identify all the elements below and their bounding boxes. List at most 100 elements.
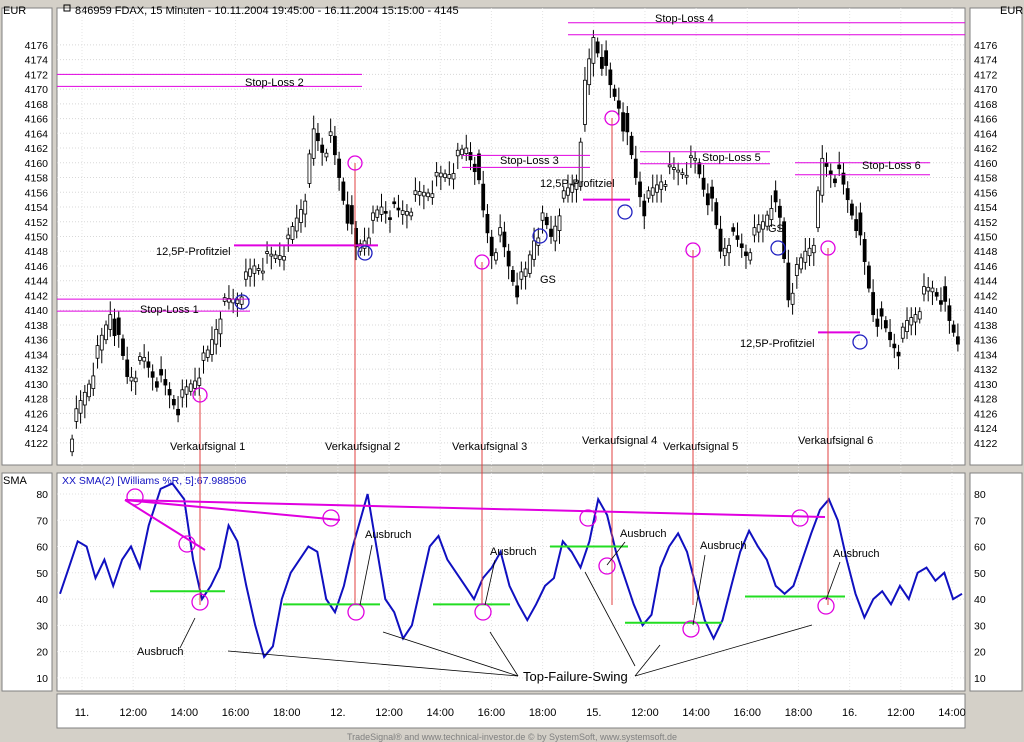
candle-body <box>74 408 79 422</box>
candle-body <box>154 381 159 388</box>
candle-body <box>608 69 613 86</box>
breakout-pointer <box>179 617 196 649</box>
left-price-axis <box>1 7 53 466</box>
candle-body <box>566 187 570 196</box>
candle-body <box>150 371 155 378</box>
price-tick-label-right: 4138 <box>974 320 998 332</box>
candle-body <box>697 162 702 175</box>
indicator-circle <box>817 597 835 615</box>
candle-body <box>337 158 342 178</box>
price-tick-label-right: 4170 <box>974 84 998 96</box>
candle-body <box>184 386 189 395</box>
indicator-tick-label-left: 80 <box>36 489 48 501</box>
candle-body <box>193 380 197 389</box>
time-tick-label: 14:00 <box>938 707 966 719</box>
indicator-tick-label-right: 60 <box>974 542 986 554</box>
target-circle <box>852 334 868 350</box>
candle-body <box>112 318 117 337</box>
indicator-circle <box>579 509 597 527</box>
candle-body <box>303 200 308 215</box>
candle-body <box>943 286 948 302</box>
time-tick-label: 16. <box>842 707 857 719</box>
divergence-trendline <box>124 499 826 518</box>
candle-body <box>489 236 494 257</box>
time-tick-label: 12. <box>330 707 345 719</box>
price-tick-label-left: 4156 <box>25 187 49 199</box>
candle-body <box>646 190 651 199</box>
candle-body <box>434 171 439 177</box>
candle-body <box>197 377 202 386</box>
candle-body <box>180 389 185 398</box>
price-tick-label-right: 4122 <box>974 438 998 450</box>
candle-body <box>871 292 876 316</box>
indicator-series <box>59 482 963 660</box>
candle-body <box>536 237 541 246</box>
price-tick-label-left: 4132 <box>25 364 49 376</box>
time-tick-label: 12:00 <box>119 707 147 719</box>
price-tick-label-right: 4166 <box>974 114 998 126</box>
candle-body <box>286 234 291 240</box>
candle-body <box>104 324 108 341</box>
indicator-tick-label-right: 10 <box>974 673 986 685</box>
candle-body <box>171 398 176 406</box>
candle-body <box>659 181 664 190</box>
candlestick-series <box>70 30 960 457</box>
window-menu-icon[interactable] <box>63 4 71 12</box>
candle-body <box>693 157 698 161</box>
candle-body <box>205 349 210 358</box>
candle-body <box>790 292 795 305</box>
price-tick-label-right: 4124 <box>974 423 998 435</box>
signal-circle <box>347 155 363 171</box>
sell-signal-label: Verkaufsignal 5 <box>663 441 738 453</box>
level-label: Stop-Loss 6 <box>862 160 921 172</box>
candle-body <box>883 320 888 329</box>
candle-body <box>587 58 592 86</box>
candle-body <box>752 227 757 236</box>
candle-body <box>896 351 901 357</box>
candle-body <box>464 147 469 154</box>
candle-body <box>663 184 668 187</box>
candle-body <box>892 343 897 349</box>
price-tick-label-left: 4146 <box>25 261 49 273</box>
candle-body <box>443 173 447 178</box>
level-label: Stop-Loss 3 <box>500 155 559 167</box>
candle-body <box>455 149 460 157</box>
candle-body <box>256 268 261 271</box>
breakout-label: Ausbruch <box>365 529 411 541</box>
candle-body <box>718 228 723 252</box>
price-tick-label-right: 4156 <box>974 187 998 199</box>
signal-circle <box>820 240 836 256</box>
price-tick-label-right: 4126 <box>974 408 998 420</box>
price-tick-label-right: 4134 <box>974 349 998 361</box>
time-tick-label: 12:00 <box>631 707 659 719</box>
currency-label-left: EUR <box>3 5 26 17</box>
price-tick-label-left: 4134 <box>25 349 49 361</box>
candle-body <box>320 144 325 153</box>
time-tick-label: 12:00 <box>375 707 403 719</box>
time-tick-label: 18:00 <box>529 707 557 719</box>
candle-body <box>248 268 253 277</box>
candle-body <box>799 257 803 270</box>
level-label: Stop-Loss 4 <box>655 13 714 25</box>
candle-body <box>841 172 846 185</box>
candle-body <box>328 131 333 136</box>
candle-body <box>773 190 778 203</box>
signal-circle <box>685 242 701 258</box>
candle-body <box>133 377 138 383</box>
candle-body <box>214 328 219 345</box>
candle-body <box>583 79 587 125</box>
price-tick-label-left: 4154 <box>25 202 49 214</box>
candle-body <box>129 376 134 382</box>
price-tick-label-left: 4126 <box>25 408 49 420</box>
candle-body <box>269 253 274 257</box>
price-tick-label-right: 4154 <box>974 202 998 214</box>
level-label: Stop-Loss 2 <box>245 77 304 89</box>
divergence-trendline <box>124 499 341 521</box>
candle-body <box>655 184 659 193</box>
gs-label: GS <box>540 274 556 286</box>
candle-body <box>167 389 172 396</box>
candle-body <box>544 216 549 226</box>
sell-signal-label: Verkaufsignal 2 <box>325 441 400 453</box>
time-tick-label: 12:00 <box>887 707 915 719</box>
